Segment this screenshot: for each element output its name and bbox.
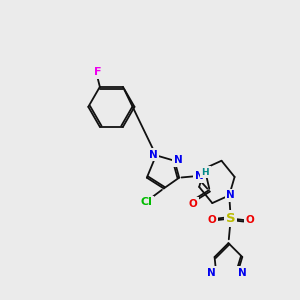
- Text: O: O: [189, 199, 197, 209]
- Text: N: N: [148, 150, 158, 160]
- Text: H: H: [202, 168, 209, 177]
- Text: S: S: [226, 212, 236, 225]
- Text: Cl: Cl: [141, 197, 153, 207]
- Text: N: N: [195, 171, 204, 181]
- Text: N: N: [226, 190, 235, 200]
- Text: O: O: [207, 215, 216, 225]
- Text: N: N: [207, 268, 216, 278]
- Text: N: N: [174, 155, 183, 165]
- Text: F: F: [94, 67, 101, 77]
- Text: O: O: [246, 215, 254, 225]
- Text: N: N: [238, 268, 247, 278]
